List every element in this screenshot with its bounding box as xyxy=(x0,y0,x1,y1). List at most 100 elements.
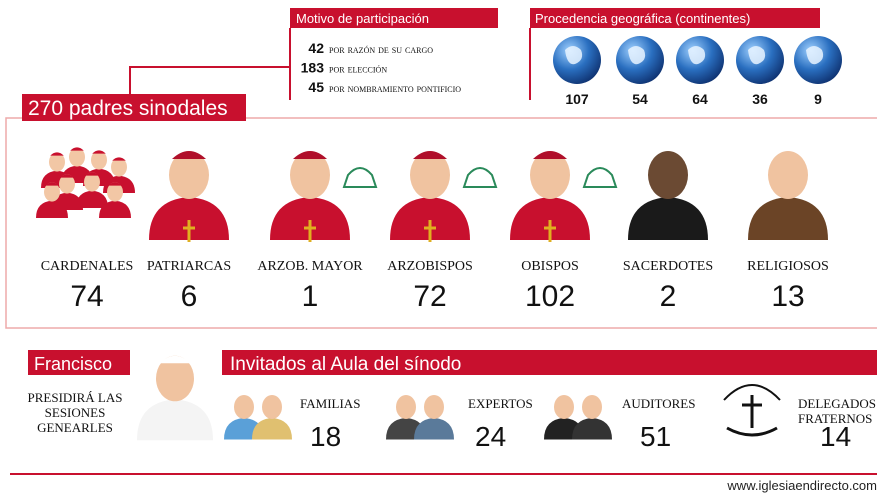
motivo-number: 42 xyxy=(308,40,324,56)
globe-value: 36 xyxy=(752,91,768,107)
icon-body xyxy=(748,197,828,240)
icon-head xyxy=(69,147,85,167)
invitados-header xyxy=(222,350,877,375)
invitados-label: DELEGADOS xyxy=(798,396,876,411)
icon-head xyxy=(84,172,100,192)
icon-head xyxy=(107,182,123,202)
globe-value: 54 xyxy=(632,91,648,107)
globe-land xyxy=(688,46,706,65)
icon-cap xyxy=(85,172,99,176)
icon-cross xyxy=(304,220,316,242)
group-count: 2 xyxy=(660,280,677,313)
icon-body xyxy=(270,197,350,240)
group-count: 1 xyxy=(302,280,319,313)
icon-body xyxy=(99,200,131,218)
icon-cap xyxy=(108,182,122,186)
group-count: 13 xyxy=(771,280,804,313)
icon-head xyxy=(530,151,570,199)
invitados-label: AUDITORES xyxy=(622,396,695,411)
icon-cap xyxy=(60,174,74,178)
icon-cross xyxy=(544,220,556,242)
icon-head xyxy=(290,151,330,199)
globe-land xyxy=(806,46,824,65)
icon-hat xyxy=(342,167,378,188)
group-label: SACERDOTES xyxy=(623,259,713,274)
invitados-count: 18 xyxy=(310,421,341,452)
icon-head xyxy=(396,395,416,419)
motivo-label: por nombramiento pontificio xyxy=(329,81,461,95)
icon-head xyxy=(111,157,127,177)
motivo-number: 45 xyxy=(308,79,324,95)
group-label: ARZOBISPOS xyxy=(387,259,473,274)
connector xyxy=(129,66,290,97)
icon-body xyxy=(137,399,213,441)
motivo-number: 183 xyxy=(301,60,325,76)
oikoumene-arc xyxy=(723,384,781,401)
motivo-label: por razón de su cargo xyxy=(329,42,433,56)
icon-body xyxy=(390,197,470,240)
group-count: 74 xyxy=(70,280,103,313)
icon-body xyxy=(149,197,229,240)
icon-head xyxy=(648,151,688,199)
icon-cap xyxy=(533,151,567,159)
icon-head xyxy=(91,150,107,170)
icon-cap xyxy=(50,152,64,156)
globe-land xyxy=(628,46,646,65)
icon-cap xyxy=(293,151,327,159)
invitados-label: FAMILIAS xyxy=(300,396,360,411)
icon-body xyxy=(510,197,590,240)
icon-hat xyxy=(462,167,498,188)
icon-cap xyxy=(172,151,206,159)
icon-head xyxy=(582,395,602,419)
invitados-label: EXPERTOS xyxy=(468,396,533,411)
icon-body xyxy=(252,418,292,440)
icon-head xyxy=(768,151,808,199)
invitados-count: 51 xyxy=(640,421,671,452)
icon-head xyxy=(59,174,75,194)
invitados-count: 24 xyxy=(475,421,506,452)
icon-head xyxy=(49,152,65,172)
group-label: PATRIARCAS xyxy=(147,259,231,274)
icon-head xyxy=(234,395,254,419)
globe-land xyxy=(748,46,766,65)
globe-value: 9 xyxy=(814,91,822,107)
group-label: OBISPOS xyxy=(521,259,579,274)
francisco-line: PRESIDIRÁ LAS xyxy=(28,390,123,405)
francisco-header xyxy=(28,350,130,375)
icon-cross xyxy=(424,220,436,242)
icon-body xyxy=(628,197,708,240)
group-label: ARZOB. MAYOR xyxy=(257,259,363,274)
icon-cap xyxy=(413,151,447,159)
group-count: 6 xyxy=(181,280,198,313)
icon-head xyxy=(156,355,194,402)
icon-head xyxy=(424,395,444,419)
icon-body xyxy=(572,418,612,440)
globe-value: 64 xyxy=(692,91,708,107)
icon-cap xyxy=(70,147,84,151)
invitados-count: 14 xyxy=(820,421,851,452)
group-count: 72 xyxy=(413,280,446,313)
group-label: CARDENALES xyxy=(41,259,134,274)
icon-body xyxy=(414,418,454,440)
globe-land xyxy=(565,46,583,65)
group-label: RELIGIOSOS xyxy=(747,259,829,274)
icon-head xyxy=(169,151,209,199)
padres-header xyxy=(22,94,246,121)
francisco-line: SESIONES xyxy=(45,405,106,420)
icon-head xyxy=(410,151,450,199)
icon-cap xyxy=(158,355,192,364)
padres-box xyxy=(5,117,877,329)
icon-body xyxy=(76,190,108,208)
icon-cap xyxy=(92,150,106,154)
procedencia-header xyxy=(530,8,820,28)
group-count: 102 xyxy=(525,280,575,313)
icon-head xyxy=(44,182,60,202)
francisco-title: Francisco xyxy=(34,354,112,374)
icon-hat xyxy=(582,167,618,188)
invitados-label: FRATERNOS xyxy=(798,411,872,426)
footer-url: www.iglesiaendirecto.com xyxy=(726,478,877,493)
invitados-title: Invitados al Aula del sínodo xyxy=(230,354,461,375)
icon-cap xyxy=(45,182,59,186)
